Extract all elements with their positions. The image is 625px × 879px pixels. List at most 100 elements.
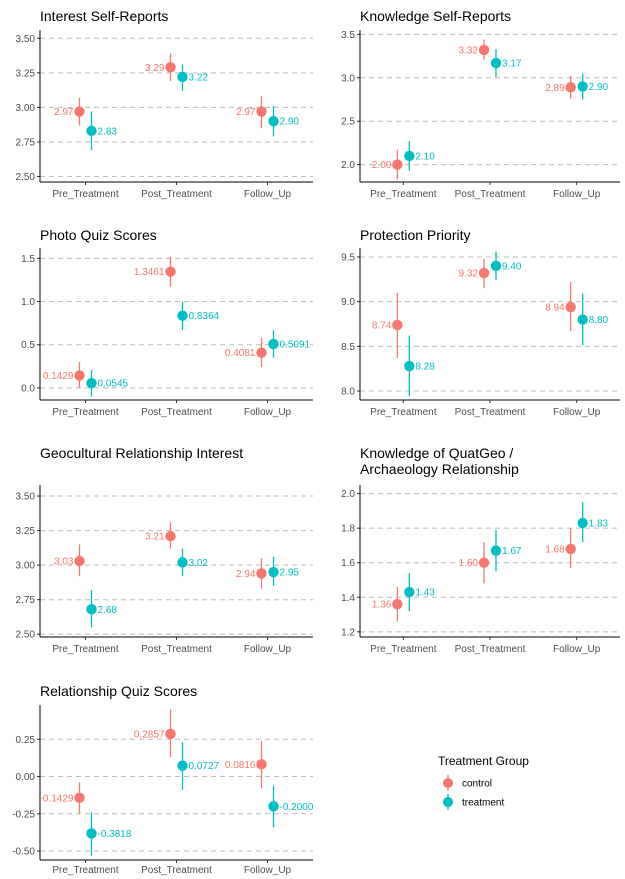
data-label-treatment: 0.0545 [98, 379, 129, 390]
x-tick-label: Pre_Treatment [52, 189, 119, 200]
x-tick-label: Follow_Up [553, 644, 601, 655]
data-point-treatment [268, 566, 279, 578]
data-point-control [165, 62, 176, 73]
data-label-treatment: 2.90 [280, 117, 300, 128]
data-label-treatment: 3.22 [189, 72, 209, 83]
data-point-treatment [404, 150, 415, 162]
x-tick-label: Post_Treatment [141, 189, 212, 200]
panel-title: Knowledge of QuatGeo / [360, 445, 513, 461]
data-point-control [565, 301, 576, 313]
y-tick-label: 9.0 [341, 297, 355, 308]
data-label-treatment: 3.17 [502, 59, 522, 70]
data-label-treatment: 0.0727 [189, 761, 220, 772]
y-tick-label: 0.0 [21, 383, 35, 394]
data-point-treatment [268, 801, 279, 812]
data-label-control: 0.4081 [225, 348, 256, 359]
data-point-control [165, 266, 176, 277]
data-label-treatment: 2.10 [415, 151, 435, 162]
data-label-control: 1.3461 [134, 267, 165, 278]
data-label-control: 0.1429 [43, 371, 74, 382]
data-label-treatment: 1.43 [415, 588, 435, 599]
data-point-control [74, 370, 85, 381]
data-point-treatment [490, 57, 502, 69]
panel-title: Photo Quiz Scores [40, 227, 157, 243]
y-tick-label: 2.0 [341, 489, 355, 500]
data-point-treatment [86, 828, 97, 839]
data-point-control [74, 106, 85, 117]
data-label-control: 1.68 [545, 544, 565, 555]
data-label-control: 3.03 [54, 557, 74, 568]
x-tick-label: Pre_Treatment [370, 189, 437, 200]
y-tick-label: 3.25 [16, 526, 36, 537]
chart-panel-4: Protection Priority 8.0 8.5 9.0 9.5 Pre_Treat… [341, 227, 620, 418]
x-tick-label: Follow_Up [244, 189, 292, 200]
data-label-treatment: 0.5091 [280, 339, 311, 350]
chart-panel-2: Knowledge Self-Reports 2.0 2.5 3.0 3.5 Pre_Tr… [341, 8, 620, 200]
data-label-treatment: -0.3818 [98, 829, 132, 840]
data-label-treatment: 2.68 [98, 605, 118, 616]
y-tick-label: 8.0 [341, 387, 355, 398]
data-point-treatment [490, 545, 502, 556]
data-label-control: 2.94 [236, 569, 256, 580]
x-tick-label: Post_Treatment [455, 644, 526, 655]
panel-title: Protection Priority [360, 227, 470, 243]
data-label-control: 0.2857 [134, 729, 165, 740]
y-tick-label: 1.5 [21, 254, 35, 265]
data-point-treatment [86, 378, 97, 389]
data-label-control: 8.74 [372, 320, 392, 331]
y-tick-label: 2.50 [16, 172, 36, 183]
y-tick-label: 3.0 [341, 73, 355, 84]
chart-panel-6: Knowledge of QuatGeo / Archaeology Relat… [341, 445, 620, 655]
data-label-treatment: -0.2000 [280, 802, 314, 813]
data-point-control [392, 319, 403, 331]
data-label-treatment: 0.8364 [189, 311, 220, 322]
y-tick-label: 1.2 [341, 627, 355, 638]
y-tick-label: 0.5 [21, 340, 35, 351]
y-tick-label: 2.75 [16, 595, 36, 606]
panel-title: Knowledge Self-Reports [360, 8, 511, 24]
data-label-treatment: 2.90 [589, 82, 609, 93]
y-tick-label: 3.5 [341, 30, 355, 41]
panel-title: Geocultural Relationship Interest [40, 445, 243, 461]
data-point-treatment [268, 338, 279, 350]
data-label-treatment: 1.83 [589, 519, 609, 530]
data-point-treatment [404, 586, 415, 598]
data-point-treatment [177, 760, 188, 771]
data-label-control: -0.1429 [40, 793, 74, 804]
data-label-control: 3.32 [459, 45, 479, 56]
x-tick-label: Pre_Treatment [370, 407, 437, 418]
chart-panel-3: Photo Quiz Scores 0.0 0.5 1.0 1.5 Pre_Treatme… [21, 227, 313, 418]
data-point-treatment [404, 360, 415, 372]
data-label-control: 0.0816 [225, 760, 256, 771]
y-tick-label: 9.5 [341, 252, 355, 263]
y-tick-label: 3.50 [16, 492, 36, 503]
chart-panel-7: Relationship Quiz Scores -0.50 -0.25 0.00 0.… [12, 683, 314, 876]
data-point-treatment [268, 116, 279, 127]
x-tick-label: Pre_Treatment [52, 644, 119, 655]
data-label-control: 2.89 [545, 83, 565, 94]
data-point-control [565, 543, 576, 555]
y-tick-label: 1.6 [341, 558, 355, 569]
x-tick-label: Post_Treatment [141, 407, 212, 418]
data-point-treatment [490, 260, 502, 272]
data-label-control: 9.32 [459, 269, 479, 280]
data-label-treatment: 9.40 [502, 261, 522, 272]
data-point-control [392, 598, 403, 610]
data-label-treatment: 3.02 [189, 558, 209, 569]
data-label-control: 3.29 [145, 63, 165, 74]
x-tick-label: Follow_Up [244, 407, 292, 418]
data-label-control: 2.00 [372, 160, 392, 171]
y-tick-label: -0.25 [12, 809, 35, 820]
y-tick-label: 3.50 [16, 34, 36, 45]
data-label-treatment: 8.80 [589, 315, 609, 326]
data-point-treatment [177, 71, 188, 83]
x-tick-label: Post_Treatment [141, 644, 212, 655]
data-point-control [256, 347, 267, 358]
data-label-control: 8.94 [545, 303, 565, 314]
data-label-treatment: 2.95 [280, 568, 300, 579]
y-tick-label: 1.4 [341, 593, 355, 604]
chart-panels: Interest Self-Reports 2.50 2.75 3.00 3.25 3.5… [12, 8, 620, 876]
data-point-control [256, 106, 267, 117]
data-point-treatment [86, 604, 97, 615]
